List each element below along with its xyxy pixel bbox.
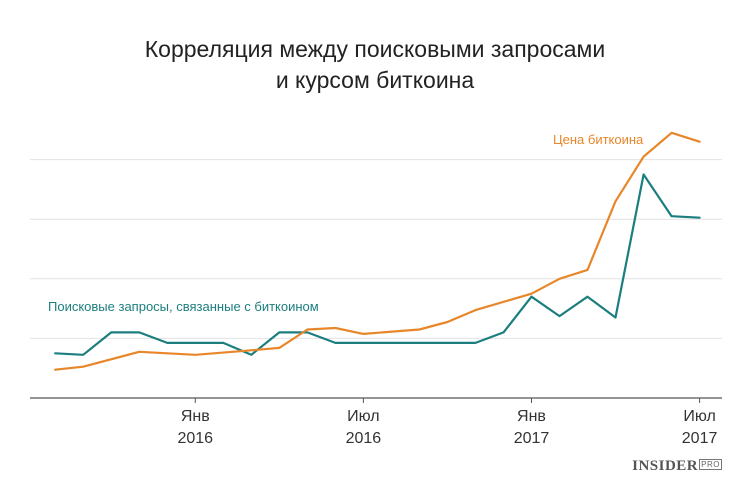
chart-title: Корреляция между поисковыми запросами и … — [0, 34, 750, 96]
x-tick-label-0-month: Янв — [181, 408, 210, 425]
chart-title-line-2: и курсом биткоина — [275, 67, 475, 93]
gridlines — [30, 159, 722, 339]
brand-name: INSIDER — [632, 458, 699, 474]
x-tick-label-3-year: 2017 — [682, 430, 718, 447]
insider-pro-logo: INSIDER PRO — [632, 458, 722, 475]
series-label-search-queries: Поисковые запросы, связанные с биткоином — [48, 299, 319, 314]
x-tick-label-2-year: 2017 — [514, 430, 550, 447]
x-tick-label-0-year: 2016 — [177, 430, 213, 447]
series-labels: Поисковые запросы, связанные с биткоином… — [48, 132, 644, 314]
chart-title-line-1: Корреляция между поисковыми запросами — [144, 36, 606, 62]
series-line-bitcoin-price — [54, 131, 701, 371]
brand-suffix: PRO — [699, 459, 722, 470]
x-tick-label-3-month: Июл — [683, 408, 715, 425]
x-axis-ticks: Янв 2016 Июл 2016 Янв 2017 Июл 2017 — [177, 398, 717, 447]
x-tick-label-1-year: 2016 — [346, 430, 382, 447]
x-tick-label-1-month: Июл — [347, 408, 379, 425]
x-tick-label-2-month: Янв — [517, 408, 546, 425]
series-group — [54, 131, 701, 371]
series-label-bitcoin-price: Цена биткоина — [553, 132, 644, 147]
series-line-search-queries — [54, 173, 701, 356]
